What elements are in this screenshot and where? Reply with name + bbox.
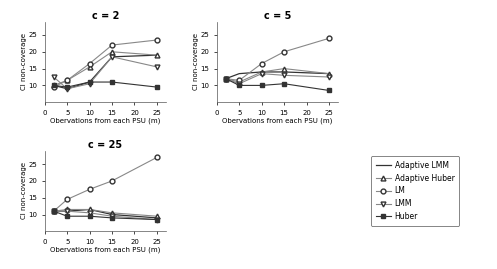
Title: c = 2: c = 2: [91, 11, 119, 21]
Legend: Adaptive LMM, Adaptive Huber, LM, LMM, Huber: Adaptive LMM, Adaptive Huber, LM, LMM, H…: [371, 156, 459, 226]
Y-axis label: CI non-coverage: CI non-coverage: [193, 33, 199, 90]
Y-axis label: CI non-coverage: CI non-coverage: [21, 162, 27, 220]
X-axis label: Obervations from each PSU (m): Obervations from each PSU (m): [50, 246, 161, 253]
X-axis label: Obervations from each PSU (m): Obervations from each PSU (m): [222, 117, 332, 124]
Y-axis label: CI non-coverage: CI non-coverage: [21, 33, 27, 90]
X-axis label: Obervations from each PSU (m): Obervations from each PSU (m): [50, 117, 161, 124]
Title: c = 25: c = 25: [88, 140, 122, 150]
Title: c = 5: c = 5: [264, 11, 291, 21]
